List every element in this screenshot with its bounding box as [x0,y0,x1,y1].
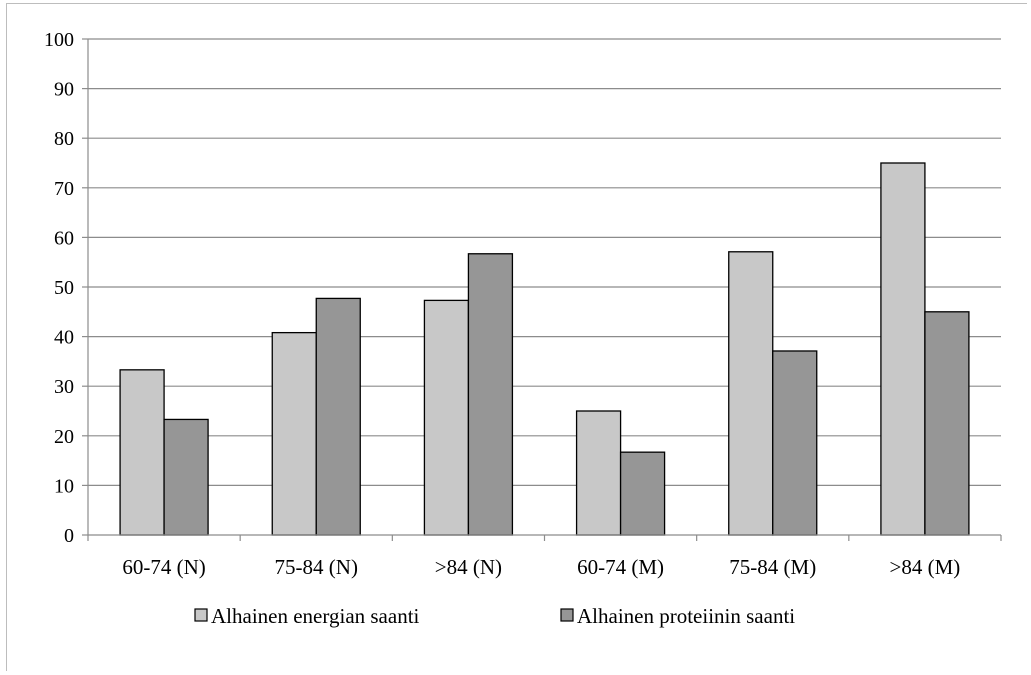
legend-swatch [560,608,574,622]
y-tick-label: 100 [44,29,74,51]
x-category-label: 75-84 (N) [275,555,358,579]
bar-energy-1 [119,369,165,536]
bars [119,162,970,536]
y-tick-label: 20 [54,426,74,448]
y-tick-labels: 0 10 20 30 40 50 60 70 80 90 100 [44,29,74,547]
y-tick-label: 60 [54,227,74,249]
x-category-label: 60-74 (M) [577,555,664,579]
y-tick-label: 10 [54,475,74,497]
bar-energy-6 [880,162,926,536]
x-category-label: 75-84 (M) [729,555,816,579]
bar-protein-4 [619,451,666,536]
y-tick-label: 40 [54,327,74,349]
legend: Alhainen energian saanti Alhainen proteii… [194,604,795,628]
bar-energy-4 [575,410,622,536]
y-tick-label: 80 [54,128,74,150]
legend-swatch [194,608,208,622]
x-category-labels: 60-74 (N) 75-84 (N) >84 (N) 60-74 (M) 75-84 … [122,555,960,579]
legend-label: Alhainen energian saanti [211,604,420,628]
y-tick-label: 70 [54,178,74,200]
grid-lines [88,38,1001,486]
y-tick-label: 50 [54,277,74,299]
y-tick-label: 0 [64,525,74,547]
legend-label: Alhainen proteiinin saanti [577,604,795,628]
axes [82,38,1002,541]
bar-protein-5 [772,350,818,536]
y-tick-label: 30 [54,376,74,398]
bar-energy-2 [271,331,317,536]
x-category-label: >84 (M) [890,555,961,579]
bar-protein-3 [467,253,514,536]
x-category-label: >84 (N) [435,555,502,579]
x-category-label: 60-74 (N) [122,555,205,579]
bar-energy-5 [728,251,774,536]
y-tick-label: 90 [54,79,74,101]
bar-protein-6 [924,311,970,536]
bar-energy-3 [423,299,470,536]
bar-protein-1 [163,418,209,536]
bar-protein-2 [315,297,361,536]
